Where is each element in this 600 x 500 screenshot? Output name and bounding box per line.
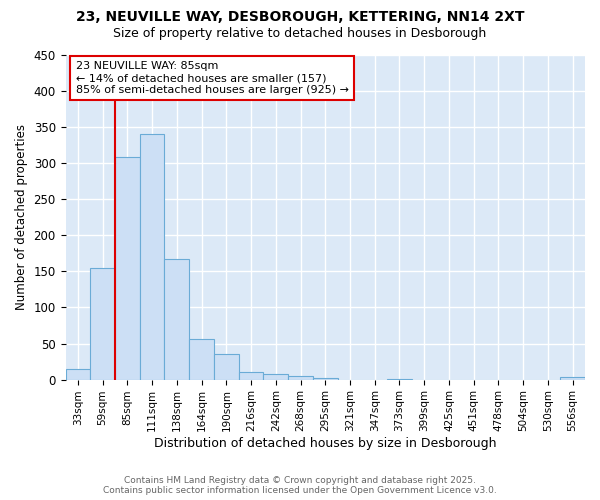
Text: Size of property relative to detached houses in Desborough: Size of property relative to detached ho… [113,28,487,40]
Bar [387,379,412,380]
Bar [263,374,288,380]
Bar [90,268,115,380]
X-axis label: Distribution of detached houses by size in Desborough: Distribution of detached houses by size … [154,437,497,450]
Bar [239,372,263,380]
Bar [313,378,338,380]
Bar [214,354,239,380]
Bar [288,376,313,380]
Bar [115,158,140,380]
Text: 23 NEUVILLE WAY: 85sqm
← 14% of detached houses are smaller (157)
85% of semi-de: 23 NEUVILLE WAY: 85sqm ← 14% of detached… [76,62,349,94]
Bar [65,369,90,380]
Bar [560,378,585,380]
Bar [140,134,164,380]
Text: Contains HM Land Registry data © Crown copyright and database right 2025.
Contai: Contains HM Land Registry data © Crown c… [103,476,497,495]
Text: 23, NEUVILLE WAY, DESBOROUGH, KETTERING, NN14 2XT: 23, NEUVILLE WAY, DESBOROUGH, KETTERING,… [76,10,524,24]
Bar [189,339,214,380]
Y-axis label: Number of detached properties: Number of detached properties [15,124,28,310]
Bar [164,259,189,380]
